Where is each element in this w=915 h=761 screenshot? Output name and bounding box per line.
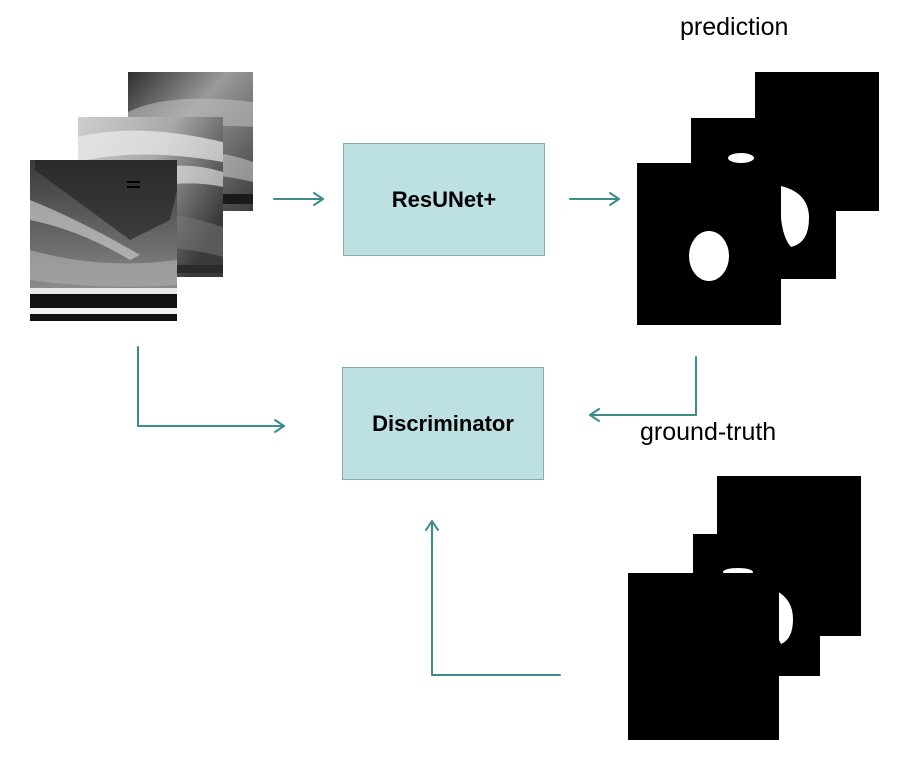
arrow-input-to-generator xyxy=(273,192,324,206)
discriminator-label: Discriminator xyxy=(372,410,514,436)
ground-truth-mask-front xyxy=(628,573,779,740)
arrow-input-to-discriminator xyxy=(137,346,285,433)
generator-label: ResUNet+ xyxy=(391,186,497,212)
prediction-label: prediction xyxy=(680,13,789,41)
prediction-mask-front xyxy=(637,163,781,325)
input-image-front xyxy=(30,160,177,321)
arrow-generator-to-prediction xyxy=(569,192,620,206)
generator-box: ResUNet+ xyxy=(343,143,545,256)
arrow-ground-truth-to-discriminator xyxy=(425,520,561,676)
ground-truth-label: ground-truth xyxy=(640,418,777,446)
arrow-prediction-to-discriminator xyxy=(589,356,697,422)
discriminator-box: Discriminator xyxy=(342,367,544,480)
